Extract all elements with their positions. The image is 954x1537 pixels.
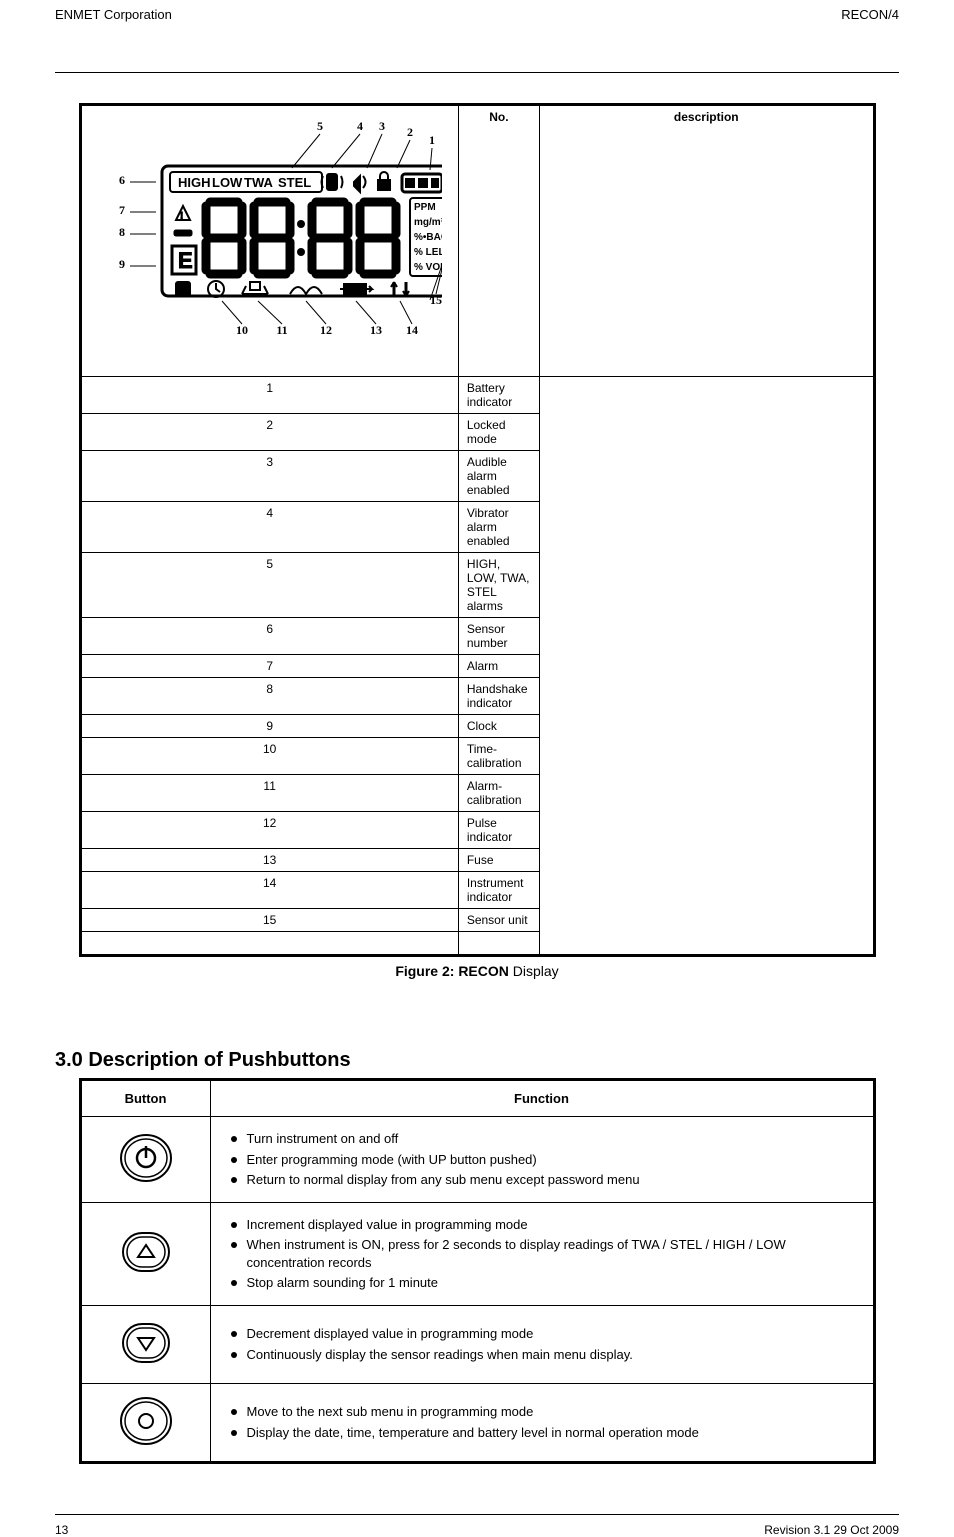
svg-text:%•BAC: %•BAC	[414, 232, 442, 243]
svg-text:% LEL: % LEL	[414, 247, 442, 258]
function-item: Stop alarm sounding for 1 minute	[229, 1274, 861, 1292]
svg-text:12: 12	[320, 323, 332, 337]
figure-row-no: 13	[80, 849, 458, 872]
figure-row-desc: Time-calibration	[458, 738, 539, 775]
figure-row-desc: Instrument indicator	[458, 872, 539, 909]
caption-rest: Display	[509, 963, 559, 979]
header-right: RECON/4	[841, 7, 899, 22]
section-heading: 3.0 Description of Pushbuttons	[55, 1049, 899, 1072]
function-cell: Increment displayed value in programming…	[210, 1202, 874, 1305]
function-item: When instrument is ON, press for 2 secon…	[229, 1236, 861, 1271]
figure-row-desc: Sensor number	[458, 618, 539, 655]
lcd-diagram-cell: 5 4 3 2 1 6 7 8 9	[80, 105, 458, 377]
figure-row-no: 15	[80, 909, 458, 932]
button-icon-cell	[80, 1383, 210, 1462]
function-item: Display the date, time, temperature and …	[229, 1424, 861, 1442]
svg-text:10: 10	[236, 323, 248, 337]
figure-row-no: 5	[80, 553, 458, 618]
svg-text:9: 9	[119, 257, 125, 271]
function-item: Decrement displayed value in programming…	[229, 1325, 861, 1343]
button-icon-cell	[80, 1117, 210, 1203]
circle-button-icon	[119, 1394, 173, 1451]
svg-text:2: 2	[407, 125, 413, 139]
function-item: Move to the next sub menu in programming…	[229, 1403, 861, 1421]
function-item: Return to normal display from any sub me…	[229, 1171, 861, 1189]
figure-row-desc: Pulse indicator	[458, 812, 539, 849]
figure-row-desc: Vibrator alarm enabled	[458, 502, 539, 553]
svg-text:TWA: TWA	[244, 175, 273, 190]
power-button-icon	[119, 1131, 173, 1188]
figure-row-no: 4	[80, 502, 458, 553]
caption-bold: Figure 2: RECON	[395, 963, 509, 979]
figure-row-desc: Audible alarm enabled	[458, 451, 539, 502]
svg-text:11: 11	[276, 323, 287, 337]
figure-row-desc: Sensor unit	[458, 909, 539, 932]
function-item: Turn instrument on and off	[229, 1130, 861, 1148]
figure-row-empty	[80, 932, 458, 956]
figure-col-no: No.	[458, 105, 539, 377]
btn-col-function: Function	[210, 1080, 874, 1117]
header-rule	[55, 72, 899, 73]
figure-row-desc: Alarm-calibration	[458, 775, 539, 812]
function-item: Continuously display the sensor readings…	[229, 1346, 861, 1364]
figure-row-desc: Fuse	[458, 849, 539, 872]
figure-col-desc: description	[540, 105, 874, 377]
figure-row-no: 6	[80, 618, 458, 655]
svg-text:13: 13	[370, 323, 382, 337]
function-cell: Turn instrument on and off Enter programm…	[210, 1117, 874, 1203]
function-item: Enter programming mode (with UP button p…	[229, 1151, 861, 1169]
figure-row-desc: Battery indicator	[458, 377, 539, 414]
figure-row-no: 12	[80, 812, 458, 849]
svg-text:STEL: STEL	[278, 175, 311, 190]
svg-text:8: 8	[119, 225, 125, 239]
svg-text:6: 6	[119, 173, 125, 187]
svg-text:% VOL: % VOL	[414, 262, 442, 273]
svg-text:4: 4	[357, 119, 363, 133]
button-icon-cell	[80, 1305, 210, 1383]
figure-row-desc: Locked mode	[458, 414, 539, 451]
figure-row-desc: Handshake indicator	[458, 678, 539, 715]
button-icon-cell	[80, 1202, 210, 1305]
footer: 13 Revision 3.1 29 Oct 2009	[55, 1514, 899, 1537]
svg-text:1: 1	[429, 133, 435, 147]
figure-row-no: 1	[80, 377, 458, 414]
figure-row-no: 8	[80, 678, 458, 715]
svg-text:E: E	[178, 248, 193, 273]
function-cell: Decrement displayed value in programming…	[210, 1305, 874, 1383]
svg-text:LOW: LOW	[212, 175, 243, 190]
svg-text:mg/m³: mg/m³	[414, 217, 442, 228]
down-button-icon	[119, 1316, 173, 1373]
figure-row-desc: HIGH, LOW, TWA, STEL alarms	[458, 553, 539, 618]
figure-row-no: 14	[80, 872, 458, 909]
up-button-icon	[119, 1225, 173, 1282]
svg-text:7: 7	[119, 203, 125, 217]
figure-row-no: 9	[80, 715, 458, 738]
figure-row-desc: Alarm	[458, 655, 539, 678]
pushbutton-table: Button Function Turn instrument on and o…	[79, 1078, 876, 1464]
svg-text:5: 5	[317, 119, 323, 133]
svg-text:HIGH: HIGH	[178, 175, 211, 190]
function-cell: Move to the next sub menu in programming…	[210, 1383, 874, 1462]
svg-text:3: 3	[379, 119, 385, 133]
footer-page: 13	[55, 1523, 68, 1537]
footer-rev: Revision 3.1 29 Oct 2009	[764, 1523, 899, 1537]
figure-row-no: 2	[80, 414, 458, 451]
figure-row-no: 7	[80, 655, 458, 678]
function-item: Increment displayed value in programming…	[229, 1216, 861, 1234]
figure-caption: Figure 2: RECON Display	[55, 963, 899, 979]
svg-text:14: 14	[406, 323, 418, 337]
figure-2: 5 4 3 2 1 6 7 8 9	[55, 103, 899, 979]
svg-text:!: !	[180, 211, 183, 222]
header-left: ENMET Corporation	[55, 7, 172, 22]
figure-row-no: 11	[80, 775, 458, 812]
figure-row-no: 3	[80, 451, 458, 502]
lcd-svg: 5 4 3 2 1 6 7 8 9	[82, 106, 442, 376]
figure-row-desc: Clock	[458, 715, 539, 738]
svg-text:PPM: PPM	[414, 202, 436, 213]
figure-row-no: 10	[80, 738, 458, 775]
btn-col-button: Button	[80, 1080, 210, 1117]
